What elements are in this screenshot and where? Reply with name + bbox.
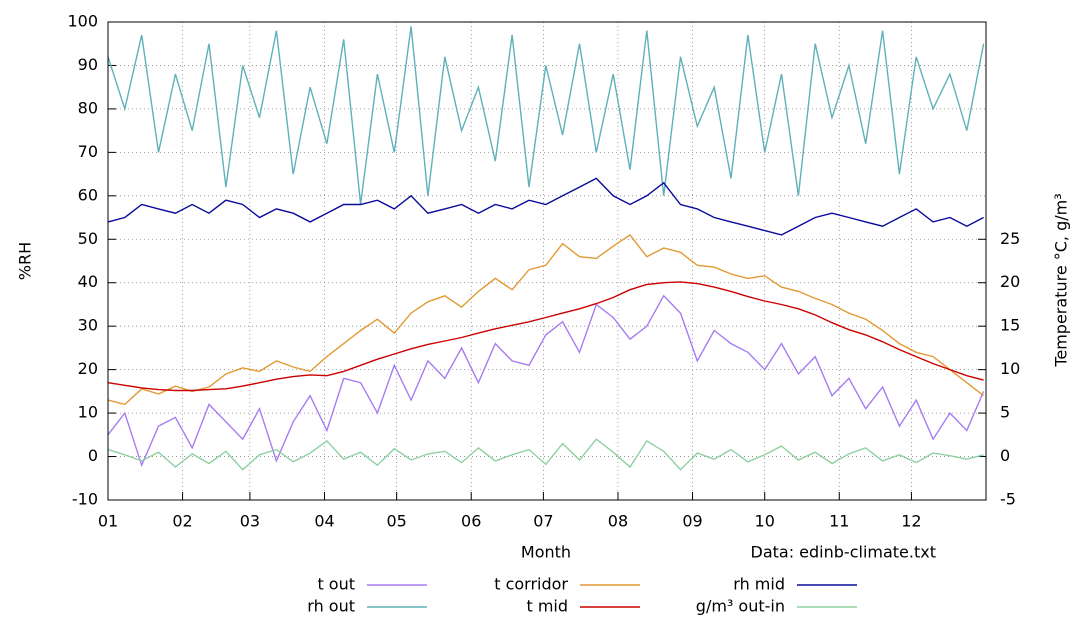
legend-label: rh mid <box>733 575 785 594</box>
y2-tick-label: -5 <box>1000 490 1016 509</box>
y-tick-label: 20 <box>78 359 98 378</box>
series-line <box>107 233 985 406</box>
x-tick-label: 11 <box>829 512 849 531</box>
x-tick-label: 12 <box>901 512 921 531</box>
series-line <box>107 281 984 392</box>
y-tick-label: 80 <box>78 98 98 117</box>
y2-tick-label: 20 <box>1000 272 1020 291</box>
series-line <box>107 294 985 468</box>
y2-tick-label: 10 <box>1000 359 1020 378</box>
x-tick-label: 04 <box>314 512 334 531</box>
y-tick-label: 30 <box>78 316 98 335</box>
x-tick-label: 10 <box>755 512 775 531</box>
x-tick-label: 05 <box>386 512 406 531</box>
series-line <box>107 438 984 471</box>
series-line <box>107 177 984 236</box>
x-tick-label: 07 <box>533 512 553 531</box>
y-tick-label: 40 <box>78 272 98 291</box>
y-tick-label: 10 <box>78 403 98 422</box>
x-tick-label: 01 <box>98 512 118 531</box>
y-tick-label: 100 <box>67 12 98 31</box>
y-tick-label: 50 <box>78 229 98 248</box>
y2-tick-label: 25 <box>1000 229 1020 248</box>
y-tick-label: 0 <box>88 446 98 465</box>
y-tick-label: 70 <box>78 142 98 161</box>
x-tick-label: 03 <box>240 512 260 531</box>
legend-label: rh out <box>307 597 355 616</box>
plot-frame <box>107 21 987 501</box>
x-tick-label: 06 <box>461 512 481 531</box>
y2-tick-label: 15 <box>1000 316 1020 335</box>
annotation: Data: edinb-climate.txt <box>751 543 937 562</box>
y2-tick-label: 5 <box>1000 403 1010 422</box>
y-tick-label: 90 <box>78 55 98 74</box>
legend-label: t corridor <box>494 575 568 594</box>
legend-label: t mid <box>526 597 568 616</box>
y2-tick-label: 0 <box>1000 446 1010 465</box>
x-tick-label: 08 <box>608 512 628 531</box>
y2-axis-label: Temperature °C, g/m³ <box>1052 193 1071 367</box>
y-axis-label: %RH <box>16 242 35 280</box>
x-tick-label: 09 <box>682 512 702 531</box>
legend-label: g/m³ out-in <box>696 597 785 616</box>
x-axis-label: Month <box>521 543 571 562</box>
y-tick-label: 60 <box>78 185 98 204</box>
legend-label: t out <box>317 575 355 594</box>
y-tick-label: -10 <box>72 490 98 509</box>
x-tick-label: 02 <box>172 512 192 531</box>
series-line <box>107 26 985 205</box>
